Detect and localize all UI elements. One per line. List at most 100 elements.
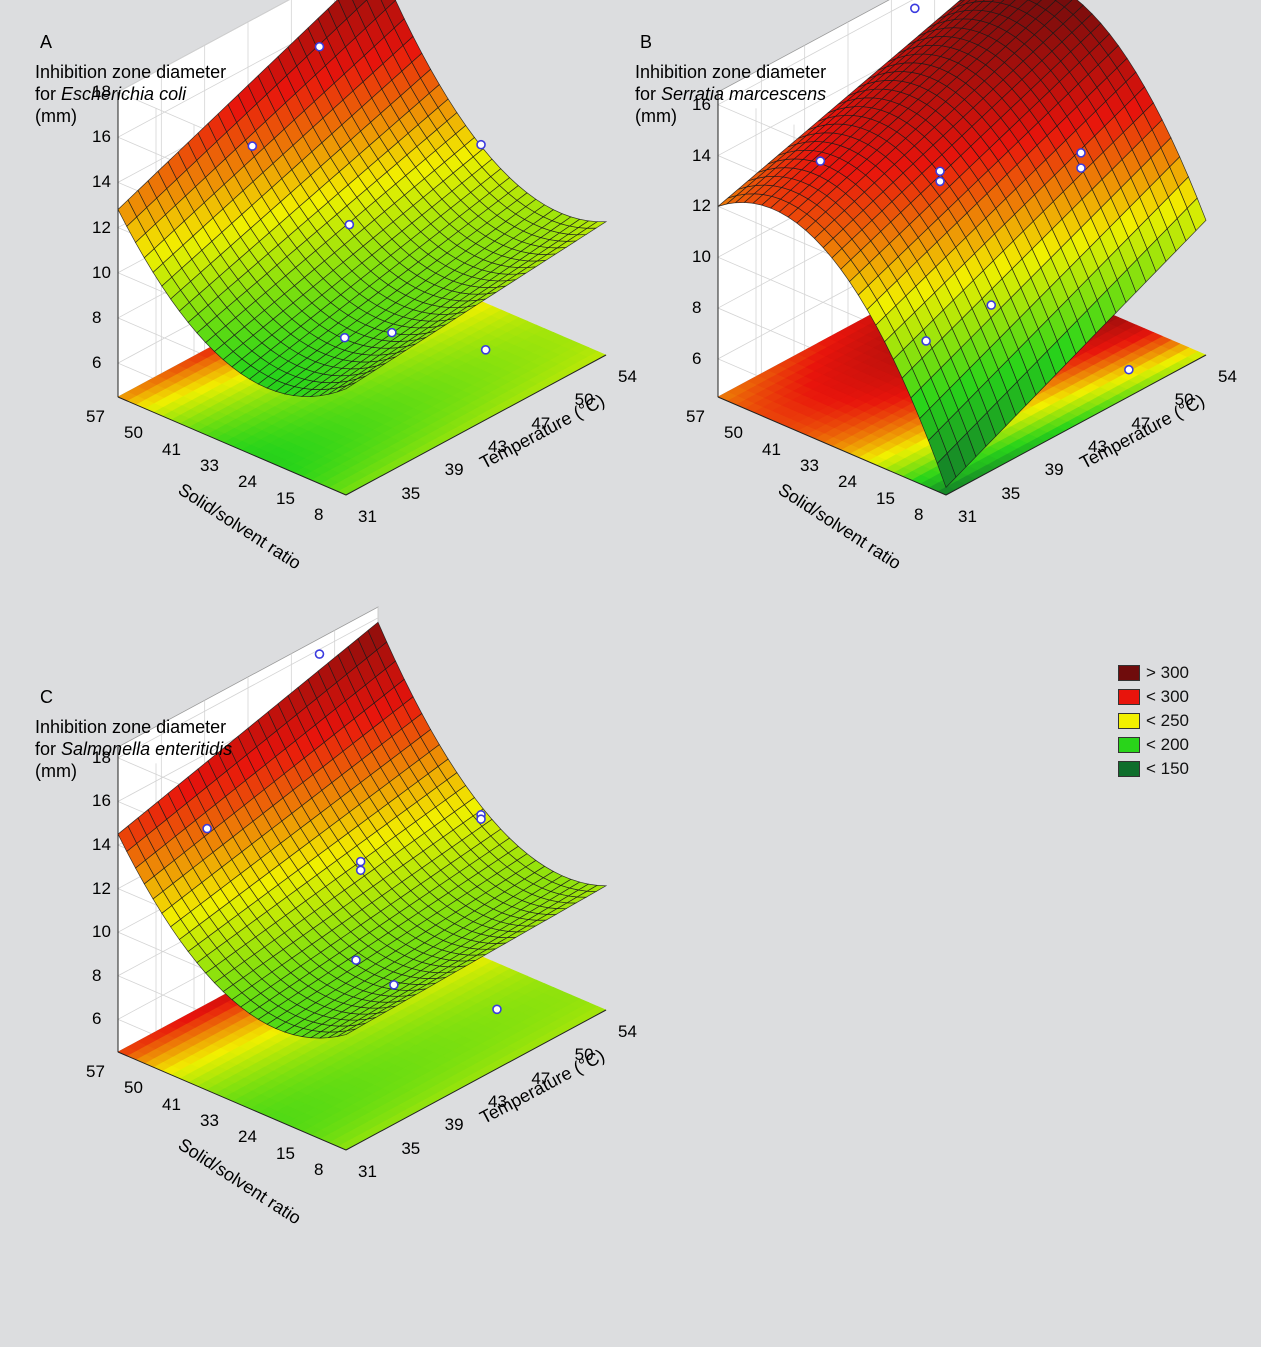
data-point [314,649,325,659]
z-tick-label: 14 [92,172,111,192]
y-tick-label: 33 [800,456,819,475]
title-unit: (mm) [35,106,77,126]
title-species: Salmonella enteritidis [61,739,233,759]
data-point [387,327,397,338]
title-species-line: for Salmonella enteritidis [35,738,232,760]
legend-label: < 150 [1146,759,1190,778]
x-tick-label: 31 [358,507,377,526]
z-tick-label: 10 [92,262,111,282]
y-tick-label: 41 [162,1094,181,1114]
data-point [355,856,366,867]
x-tick-label: 39 [1044,460,1064,480]
response-surface [117,0,608,397]
legend-label: < 300 [1146,687,1190,706]
y-tick-label: 8 [914,505,924,524]
z-tick-label: 14 [92,835,111,855]
y-tick-label: 57 [686,407,705,426]
title-species-line: for Serratia marcescens [635,83,826,105]
data-point [351,955,361,965]
data-point [344,219,355,230]
chart-title: Inhibition zone diameter for Salmonella e… [35,716,232,782]
chart-title: Inhibition zone diameter for Serratia mar… [635,61,826,127]
surface-plot-svg [717,0,1207,496]
z-tick-label: 8 [92,307,102,327]
x-tick-label: 35 [401,1138,421,1158]
x-tick-label: 31 [358,1162,377,1181]
data-point [921,336,931,346]
legend-swatch [1118,689,1140,705]
title-line: Inhibition zone diameter [35,717,227,737]
x-tick-label: 54 [1218,367,1237,386]
y-tick-label: 41 [762,439,781,459]
x-tick-label: 43 [488,437,507,456]
y-tick-label: 24 [238,1127,257,1147]
y-tick-label: 33 [200,456,219,475]
x-tick-label: 35 [1001,483,1021,503]
chart-title: Inhibition zone diameter for Escherichia … [35,61,226,127]
axes [717,92,1207,496]
y-tick-label: 57 [86,1062,105,1081]
y-tick-label: 15 [276,1143,295,1163]
data-point [815,156,826,166]
y-tick-label: 15 [276,488,295,508]
surface-plot-svg [117,606,608,1151]
x-tick-label: 47 [531,413,551,433]
data-point [935,176,945,187]
z-tick-label: 10 [692,247,711,267]
legend-swatch [1118,737,1140,753]
legend-swatch [1118,665,1140,681]
x-tick-label: 54 [618,367,637,386]
z-tick-label: 6 [692,348,702,368]
z-tick-label: 16 [92,791,111,811]
z-tick-label: 14 [692,145,711,165]
color-legend: > 300 < 300 < 250 < 200 < 150 [1118,661,1189,781]
y-tick-label: 41 [162,439,181,459]
response-surface [717,0,1207,489]
legend-label: < 250 [1146,711,1190,730]
z-tick-label: 18 [92,82,111,101]
x-tick-label: 39 [444,460,464,480]
title-species-line: for Escherichia coli [35,83,226,105]
z-tick-label: 8 [692,298,702,318]
x-tick-label: 31 [958,507,977,526]
x-tick-label: 50 [574,1045,594,1065]
y-tick-label: 50 [124,1078,143,1098]
title-unit: (mm) [635,106,677,126]
y-tick-label: 15 [876,488,895,508]
title-unit: (mm) [35,761,77,781]
legend-item: < 150 [1118,757,1189,781]
axes [117,747,607,1151]
y-tick-label: 33 [200,1111,219,1130]
legend-item: < 300 [1118,685,1189,709]
title-for: for [35,739,57,759]
z-tick-label: 16 [92,127,111,147]
legend-swatch [1118,761,1140,777]
title-line: Inhibition zone diameter [635,62,827,82]
data-point [314,41,325,52]
data-point [389,980,399,990]
data-point [1124,364,1134,375]
panel-a: 31 35 39 43 47 50 54 8 15 24 33 41 50 57 6 8 10 12 14 16 18 T… [30,0,637,685]
data-point [480,345,491,355]
data-points [815,3,1134,375]
x-tick-label: 54 [618,1022,637,1041]
data-point [1076,148,1086,158]
x-tick-label: 50 [1174,390,1194,410]
data-point [476,139,486,150]
legend-item: < 200 [1118,733,1189,757]
title-for: for [35,84,57,104]
x-tick-label: 47 [531,1068,551,1088]
surface-plot-svg [117,0,608,496]
panel-letter: A [40,32,53,52]
z-tick-label: 12 [92,878,111,898]
panel-letter: B [640,32,653,52]
data-point [492,1004,502,1015]
data-point [935,166,945,177]
title-line: Inhibition zone diameter [35,62,227,82]
x-tick-label: 43 [488,1092,507,1111]
y-tick-label: 50 [124,423,143,443]
data-point [339,332,350,343]
z-tick-label: 12 [92,217,111,237]
z-tick-label: 6 [92,1009,102,1029]
